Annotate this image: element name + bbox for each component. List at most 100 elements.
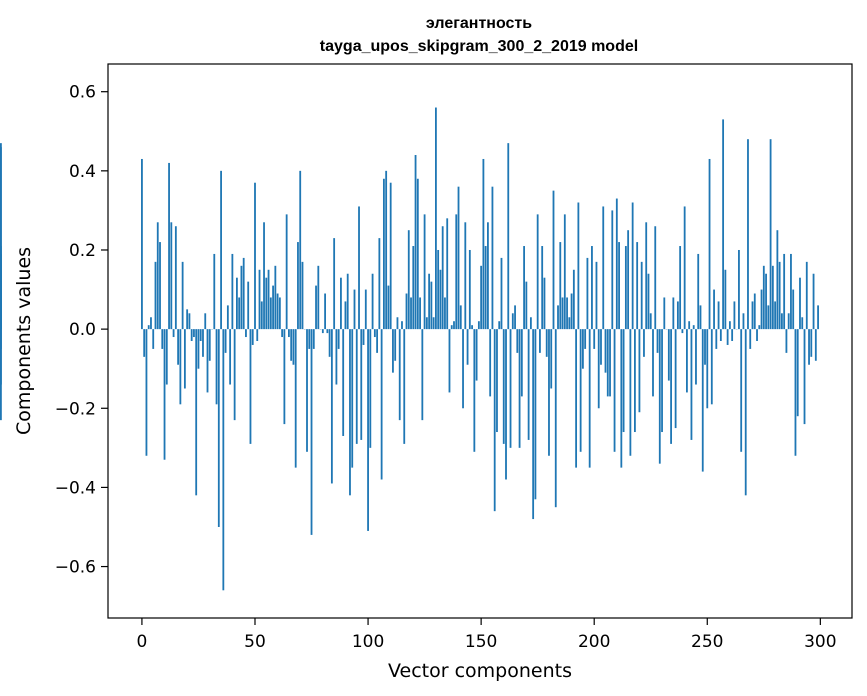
bar bbox=[697, 253, 700, 330]
bar bbox=[525, 281, 528, 330]
bar bbox=[505, 329, 507, 480]
bar bbox=[213, 253, 216, 330]
bar bbox=[199, 329, 202, 341]
bar bbox=[292, 329, 295, 365]
bar bbox=[358, 206, 360, 330]
bar bbox=[803, 329, 806, 425]
bar bbox=[231, 253, 234, 330]
bar bbox=[554, 329, 557, 508]
bar bbox=[787, 313, 790, 330]
bar bbox=[572, 269, 575, 330]
bar bbox=[611, 210, 614, 330]
bar bbox=[667, 329, 670, 381]
bar bbox=[699, 305, 702, 330]
bar bbox=[568, 317, 571, 330]
bar bbox=[552, 190, 555, 330]
bar bbox=[593, 329, 596, 349]
bar bbox=[297, 242, 299, 330]
bar bbox=[769, 139, 772, 330]
bar bbox=[464, 222, 467, 330]
x-axis-label: Vector components bbox=[388, 660, 572, 682]
bar bbox=[186, 309, 189, 330]
bar bbox=[609, 329, 611, 397]
bar bbox=[220, 170, 222, 330]
bar bbox=[398, 329, 401, 421]
bar bbox=[410, 297, 412, 330]
y-tick-label: 0.2 bbox=[69, 241, 96, 261]
bar bbox=[473, 329, 476, 452]
bar bbox=[672, 297, 675, 330]
bar bbox=[306, 329, 308, 452]
bar bbox=[170, 222, 173, 330]
bar bbox=[762, 265, 765, 330]
bar bbox=[511, 313, 514, 330]
bar bbox=[215, 329, 218, 405]
bar bbox=[645, 222, 648, 330]
bar bbox=[324, 293, 326, 330]
bar bbox=[502, 329, 505, 444]
bar bbox=[790, 253, 792, 330]
bar bbox=[493, 329, 496, 512]
bar bbox=[349, 329, 351, 496]
bar bbox=[430, 281, 433, 330]
bar bbox=[188, 313, 191, 330]
bar bbox=[416, 178, 419, 330]
chart-subtitle: tayga_upos_skipgram_300_2_2019 model bbox=[320, 38, 638, 55]
bar bbox=[543, 277, 546, 330]
y-axis-label: Components values bbox=[13, 247, 35, 435]
bar bbox=[378, 238, 381, 330]
bar bbox=[527, 329, 530, 440]
bar bbox=[780, 313, 783, 330]
bar bbox=[518, 329, 521, 448]
bar bbox=[435, 107, 437, 330]
bar bbox=[206, 329, 209, 393]
bar bbox=[376, 329, 379, 353]
bar bbox=[618, 242, 620, 330]
bar bbox=[265, 277, 268, 330]
bar bbox=[566, 297, 568, 330]
bar bbox=[728, 321, 731, 330]
bar bbox=[396, 317, 399, 330]
bar bbox=[312, 329, 315, 349]
bar bbox=[640, 261, 643, 330]
bar bbox=[688, 321, 691, 330]
bar bbox=[288, 329, 290, 338]
bar bbox=[437, 249, 440, 330]
bar bbox=[523, 246, 525, 330]
bar bbox=[274, 265, 277, 330]
bar bbox=[771, 265, 774, 330]
bar bbox=[783, 253, 786, 330]
bar bbox=[326, 329, 329, 334]
bar bbox=[141, 158, 143, 330]
bar bbox=[360, 329, 363, 440]
bar bbox=[224, 329, 227, 353]
bar bbox=[428, 273, 431, 330]
bar bbox=[491, 186, 494, 330]
bar bbox=[638, 329, 641, 413]
bar bbox=[676, 301, 679, 330]
bar bbox=[475, 329, 478, 381]
bar bbox=[260, 301, 263, 330]
bar bbox=[240, 265, 243, 330]
bar bbox=[441, 226, 444, 330]
bar bbox=[369, 329, 372, 448]
bar bbox=[674, 329, 677, 429]
bar bbox=[649, 313, 652, 330]
bar bbox=[229, 329, 232, 385]
bar bbox=[346, 273, 349, 330]
bar bbox=[686, 329, 688, 393]
bar bbox=[0, 281, 2, 330]
bar bbox=[631, 202, 634, 330]
bar bbox=[462, 329, 464, 409]
bar bbox=[283, 329, 286, 425]
bar bbox=[150, 317, 152, 330]
bar bbox=[801, 317, 804, 330]
bar bbox=[423, 214, 426, 330]
bar bbox=[382, 178, 385, 330]
x-tick-label: 150 bbox=[465, 632, 497, 652]
bar bbox=[545, 329, 548, 357]
bar bbox=[532, 329, 535, 520]
bar bbox=[683, 206, 686, 330]
bar bbox=[776, 230, 779, 330]
